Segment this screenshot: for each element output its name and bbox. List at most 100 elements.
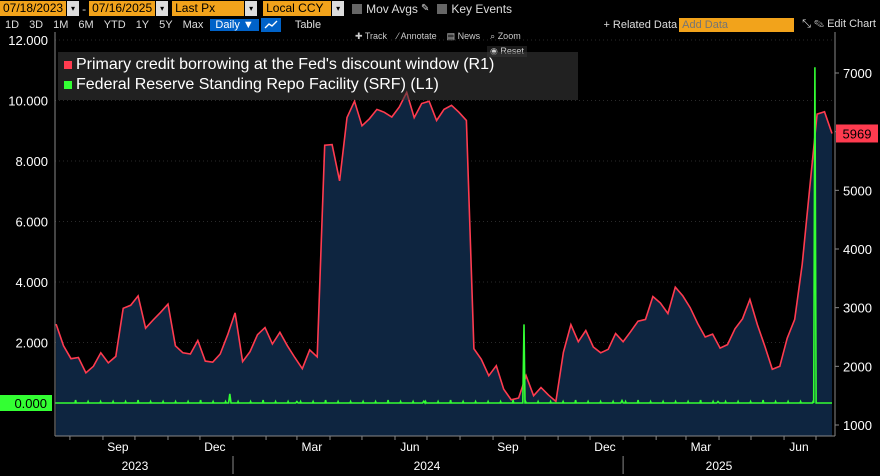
reset-icon: ◉ — [490, 46, 501, 56]
range-6m[interactable]: 6M — [78, 18, 94, 31]
frequency-dropdown-icon: ▼ — [242, 18, 254, 31]
chart-tools: ✚ Track ⁄ Annotate ▤ News ⌕ Zoom — [355, 31, 521, 42]
right-tick-label: 3000 — [843, 301, 872, 316]
news-icon: ▤ — [446, 31, 458, 41]
range-1d[interactable]: 1D — [5, 18, 20, 31]
right-tick-label: 1000 — [843, 418, 872, 433]
field-select[interactable]: Last Px — [172, 1, 245, 16]
edit-chart-button[interactable]: ⤡ ✎ Edit Chart — [802, 18, 876, 31]
zoom-tool[interactable]: ⌕ Zoom — [490, 31, 521, 42]
last-value-tag-primary-credit — [836, 124, 878, 143]
field-dropdown-icon[interactable]: ▾ — [245, 1, 258, 16]
x-year-label: 2023 — [122, 459, 149, 473]
track-icon: ✚ — [355, 31, 365, 41]
frequency-label: Daily — [215, 18, 240, 31]
annotate-icon: ⁄ — [397, 31, 401, 41]
x-year-label: 2025 — [706, 459, 733, 473]
start-date-field[interactable]: 07/18/2023 — [0, 1, 67, 16]
range-list: 1D 3D 1M 6M YTD 1Y 5Y Max — [0, 19, 208, 31]
last-value-label-srf: 0.000 — [14, 396, 47, 411]
chart-legend: Primary credit borrowing at the Fed's di… — [58, 52, 578, 100]
chart-canvas[interactable]: 12.000 10.000 8.000 6.000 4.000 2.000 0.000 70… — [0, 32, 880, 476]
x-tick-label: Mar — [691, 440, 712, 454]
x-year-label: 2024 — [414, 459, 441, 473]
zoom-label: Zoom — [497, 31, 521, 41]
last-value-tag-srf — [0, 395, 52, 411]
x-tick-label: Dec — [204, 440, 225, 454]
range-ytd[interactable]: YTD — [103, 18, 126, 31]
range-5y[interactable]: 5Y — [159, 18, 173, 31]
end-date-calendar-icon[interactable]: ▾ — [156, 1, 169, 16]
pencil-edit-icon: ✎ — [814, 18, 828, 30]
left-tick-label: 10.000 — [8, 94, 48, 109]
key-events-toggle[interactable]: Key Events — [437, 2, 512, 16]
last-value-label-primary-credit: 5969 — [843, 126, 872, 141]
related-data-button[interactable]: + Related Data — [603, 19, 677, 31]
right-tick-label: 7000 — [843, 66, 872, 81]
date-separator: - — [82, 1, 87, 16]
add-data-input[interactable] — [679, 17, 795, 32]
legend-item-primary-credit[interactable]: Primary credit borrowing at the Fed's di… — [64, 55, 572, 75]
news-label: News — [457, 31, 481, 41]
reset-label: Reset — [500, 46, 524, 56]
pencil-icon[interactable]: ✎ — [420, 3, 430, 14]
key-events-checkbox[interactable] — [437, 3, 448, 14]
track-tool[interactable]: ✚ Track — [355, 31, 387, 42]
right-tick-label: 5000 — [843, 183, 872, 198]
primary-credit-area — [56, 92, 832, 437]
legend-label-srf: Federal Reserve Standing Repo Facility (… — [76, 76, 439, 93]
mov-avgs-toggle[interactable]: Mov Avgs ✎ — [352, 2, 429, 16]
mov-avgs-label: Mov Avgs — [366, 1, 418, 16]
currency-select[interactable]: Local CCY — [263, 1, 332, 16]
line-chart-type-icon[interactable] — [260, 17, 281, 32]
legend-item-srf[interactable]: Federal Reserve Standing Repo Facility (… — [64, 75, 572, 95]
left-tick-label: 12.000 — [8, 33, 48, 48]
left-tick-label: 4.000 — [15, 275, 48, 290]
annotate-tool[interactable]: ⁄ Annotate — [397, 31, 437, 42]
x-tick-label: Dec — [594, 440, 615, 454]
left-tick-label: 2.000 — [15, 336, 48, 351]
news-tool[interactable]: ▤ News — [447, 31, 481, 42]
legend-label-primary-credit: Primary credit borrowing at the Fed's di… — [76, 56, 495, 73]
end-date-field[interactable]: 07/16/2025 — [89, 1, 156, 16]
mov-avgs-checkbox[interactable] — [352, 3, 363, 14]
top-toolbar: 07/18/2023 ▾ - 07/16/2025 ▾ Last Px ▾ Lo… — [0, 0, 880, 17]
legend-swatch-red — [64, 61, 72, 69]
right-axis: 70006000500040003000200010005969 — [834, 32, 878, 436]
x-tick-label: Jun — [789, 440, 808, 454]
key-events-label: Key Events — [451, 1, 513, 16]
table-button[interactable]: Table — [294, 18, 322, 31]
range-max[interactable]: Max — [182, 18, 204, 31]
zoom-icon: ⌕ — [490, 31, 498, 41]
right-tick-label: 2000 — [843, 359, 872, 374]
frequency-select[interactable]: Daily ▼ — [210, 18, 259, 31]
related-data-area: + Related Data ⤡ ✎ Edit Chart — [603, 17, 880, 32]
x-axis: Sep Dec Mar Jun Sep Dec Mar Jun 2023 2024 2025 — [55, 435, 835, 474]
srf-line — [55, 67, 832, 405]
reset-button[interactable]: ◉ Reset — [487, 46, 527, 57]
primary-credit-fill — [56, 92, 832, 437]
primary-credit-line — [55, 90, 833, 404]
left-tick-label: 8.000 — [15, 154, 48, 169]
range-1y[interactable]: 1Y — [135, 18, 150, 31]
track-label: Track — [364, 31, 388, 41]
right-tick-label: 4000 — [843, 242, 872, 257]
x-tick-label: Jun — [400, 440, 419, 454]
start-date-calendar-icon[interactable]: ▾ — [67, 1, 80, 16]
left-tick-label: 6.000 — [15, 215, 48, 230]
range-toolbar: 1D 3D 1M 6M YTD 1Y 5Y Max Daily ▼ Table + Relat… — [0, 17, 880, 32]
currency-dropdown-icon[interactable]: ▾ — [332, 1, 345, 16]
collapse-icon: ⤡ — [802, 18, 814, 30]
legend-swatch-green — [64, 81, 72, 89]
plus-icon: + — [603, 18, 613, 31]
left-axis: 12.000 10.000 8.000 6.000 4.000 2.000 0.000 — [0, 32, 56, 436]
series-lines — [55, 67, 833, 405]
x-tick-label: Mar — [302, 440, 323, 454]
range-3d[interactable]: 3D — [29, 18, 44, 31]
x-tick-label: Sep — [107, 440, 129, 454]
x-tick-label: Sep — [497, 440, 519, 454]
related-data-label: Related Data — [612, 18, 678, 31]
range-1m[interactable]: 1M — [53, 18, 69, 31]
edit-chart-label: Edit Chart — [827, 18, 876, 30]
annotate-label: Annotate — [400, 31, 437, 41]
